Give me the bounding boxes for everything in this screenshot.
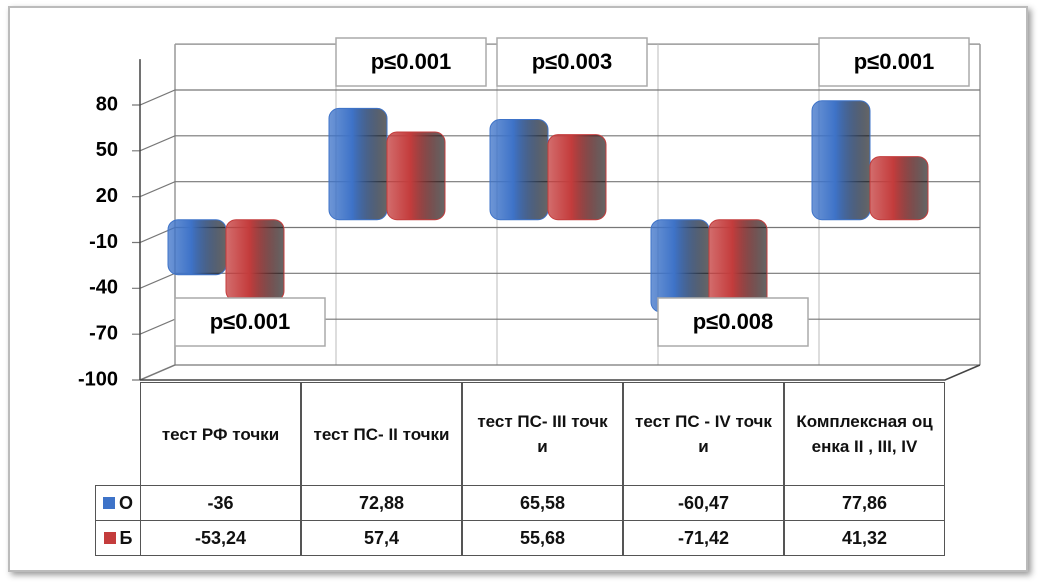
bar [869, 156, 929, 221]
value-label: 55,68 [462, 520, 623, 556]
bar [225, 219, 285, 302]
value-label: 65,58 [462, 485, 623, 521]
y-tick-label: 50 [96, 139, 118, 161]
y-tick-label: 20 [96, 185, 118, 207]
value-label: -36 [140, 485, 301, 521]
bar [489, 119, 549, 221]
bar [328, 107, 388, 221]
legend-label: О [118, 492, 133, 513]
annotation-box [174, 297, 326, 347]
annotation-box [657, 297, 809, 347]
grid-line [132, 318, 980, 335]
annotation: p≤0.008 [693, 309, 774, 334]
bar [811, 100, 871, 221]
annotation-box [335, 37, 487, 87]
annotation: p≤0.001 [854, 49, 935, 74]
annotation: p≤0.003 [532, 49, 613, 74]
wall [139, 44, 176, 381]
value-label: 57,4 [301, 520, 462, 556]
category-label: тест РФ точки [140, 382, 301, 486]
legend-swatch [103, 532, 116, 544]
grid-line [132, 226, 980, 244]
annotation: p≤0.001 [210, 309, 291, 334]
y-tick-label: 80 [96, 93, 118, 115]
bar [547, 134, 607, 221]
y-tick-label: -100 [78, 368, 118, 390]
annotation: p≤0.001 [371, 49, 452, 74]
annotation-box [818, 37, 970, 87]
value-label: -60,47 [623, 485, 784, 521]
legend-cell: О [95, 485, 141, 521]
legend-label: Б [119, 527, 133, 548]
value-label: 41,32 [784, 520, 945, 556]
category-label: тест ПС- II точки [301, 382, 462, 486]
y-tick-label: -40 [89, 277, 118, 299]
legend-swatch [102, 497, 115, 509]
value-label: -71,42 [623, 520, 784, 556]
y-tick-label: -10 [89, 231, 118, 253]
category-label: Комплексная оценка II , III, IV [784, 382, 945, 486]
y-tick-label: -70 [89, 322, 118, 344]
annotation-box [496, 37, 648, 87]
floor [140, 364, 981, 381]
bar [386, 131, 446, 221]
value-label: -53,24 [140, 520, 301, 556]
grid-line [132, 89, 980, 106]
bar [167, 219, 227, 276]
category-label: тест ПС - IV точки [623, 382, 784, 486]
value-label: 72,88 [301, 485, 462, 521]
legend-cell: Б [95, 520, 141, 556]
grid-line [132, 272, 980, 289]
grid-line [132, 364, 980, 381]
category-label: тест ПС- III точки [462, 382, 623, 486]
value-label: 77,86 [784, 485, 945, 521]
